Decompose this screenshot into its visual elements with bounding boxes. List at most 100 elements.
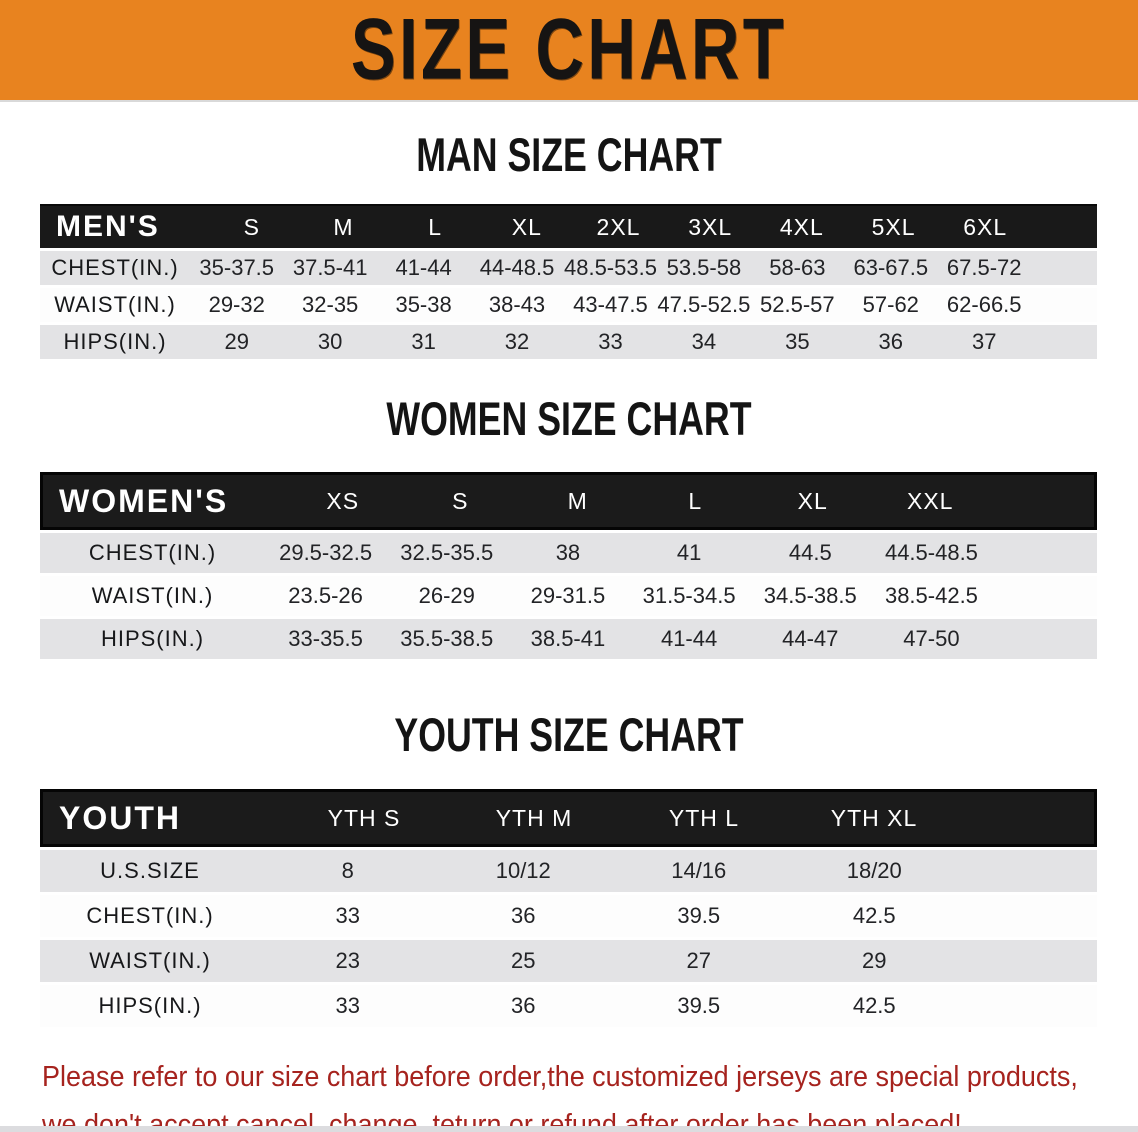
- youth-measurement-value: 33: [335, 903, 360, 928]
- women-measurement-value: 33-35.5: [288, 626, 363, 651]
- women-section-heading: WOMEN SIZE CHART: [386, 392, 752, 445]
- men-measurement-value: 35-37.5: [199, 255, 275, 280]
- men-measurement-value: 62-66.5: [946, 292, 1022, 317]
- men-measurement-value: 44-48.5: [479, 255, 555, 280]
- youth-measurement-value: 42.5: [852, 903, 896, 928]
- women-measurement-value: 44.5-48.5: [884, 540, 978, 565]
- men-measurement-value: 36: [878, 329, 904, 354]
- banner: SIZE CHART: [0, 0, 1138, 102]
- youth-measurement-value: 36: [511, 903, 536, 928]
- youth-measurement-value: 29: [862, 948, 887, 973]
- youth-measurement-value: 8: [341, 858, 354, 883]
- women-measurement-value: 47-50: [903, 626, 960, 651]
- youth-row-label: HIPS(IN.): [98, 993, 202, 1018]
- women-measurement-value: 26-29: [418, 583, 475, 608]
- women-table-header-row: WOMEN'S XS S M L XL XXL: [40, 472, 1097, 530]
- women-size-column-header: XS: [326, 487, 360, 514]
- women-measurement-value: 38.5-42.5: [884, 583, 978, 608]
- men-measurement-value: 52.5-57: [760, 292, 835, 317]
- men-measurement-value: 33: [598, 329, 623, 354]
- youth-measurement-value: 25: [511, 948, 536, 973]
- men-measurement-value: 53.5-58: [666, 255, 742, 280]
- youth-table-header-row: YOUTH YTH S YTH M YTH L YTH XL: [40, 789, 1097, 847]
- men-measurement-value: 67.5-72: [946, 255, 1022, 280]
- banner-title: SIZE CHART: [350, 1, 788, 98]
- men-measurement-value: 29-32: [208, 292, 265, 317]
- women-size-table: WOMEN'S XS S M L XL XXL CHEST(IN.) 29.5-32.5 32.5…: [40, 472, 1097, 659]
- men-row-label: WAIST(IN.): [54, 292, 176, 317]
- men-table-title: MEN'S: [56, 210, 160, 243]
- men-size-column-header: 6XL: [963, 213, 1008, 240]
- youth-row-label: U.S.SIZE: [100, 858, 200, 883]
- youth-size-column-header: YTH L: [668, 804, 740, 831]
- women-size-column-header: M: [567, 487, 588, 514]
- women-table-row: HIPS(IN.) 33-35.5 35.5-38.5 38.5-41 41-44 44-…: [40, 619, 1097, 659]
- men-measurement-value: 57-62: [862, 292, 919, 317]
- men-row-label: HIPS(IN.): [63, 329, 167, 354]
- men-measurement-value: 43-47.5: [573, 292, 648, 317]
- women-measurement-value: 44-47: [782, 626, 839, 651]
- youth-measurement-value: 18/20: [846, 858, 902, 883]
- women-measurement-value: 32.5-35.5: [400, 540, 494, 565]
- men-measurement-value: 31: [411, 329, 436, 354]
- men-size-column-header: S: [243, 213, 260, 240]
- men-measurement-value: 38-43: [488, 292, 546, 317]
- men-measurement-value: 34: [691, 329, 717, 354]
- women-measurement-value: 23.5-26: [288, 583, 363, 608]
- men-table-header-row: MEN'S S M L XL 2XL 3XL 4XL 5XL 6XL: [40, 204, 1097, 248]
- youth-measurement-value: 36: [511, 993, 536, 1018]
- women-row-label: CHEST(IN.): [88, 540, 217, 565]
- men-table-row: CHEST(IN.) 35-37.5 37.5-41 41-44 44-48.5 48.5…: [40, 251, 1097, 285]
- youth-table-row: U.S.SIZE 8 10/12 14/16 18/20: [40, 850, 1097, 892]
- youth-measurement-value: 23: [335, 948, 360, 973]
- image-bottom-edge: [0, 1126, 1138, 1132]
- women-measurement-value: 29.5-32.5: [279, 540, 373, 565]
- women-table-title: WOMEN'S: [59, 482, 229, 519]
- women-measurement-value: 41-44: [660, 626, 718, 651]
- youth-size-table: YOUTH YTH S YTH M YTH L YTH XL U.S.SIZE 8 10/12…: [40, 789, 1097, 1027]
- youth-measurement-value: 33: [335, 993, 360, 1018]
- men-size-column-header: 3XL: [688, 213, 733, 240]
- men-size-column-header: 2XL: [596, 213, 641, 240]
- women-row-label: WAIST(IN.): [91, 583, 214, 608]
- women-measurement-value: 34.5-38.5: [763, 583, 857, 608]
- men-measurement-value: 47.5-52.5: [657, 292, 751, 317]
- men-measurement-value: 32: [504, 329, 530, 354]
- men-row-label: CHEST(IN.): [51, 255, 179, 280]
- men-size-column-header: XL: [511, 213, 542, 240]
- men-size-column-header: M: [333, 213, 354, 240]
- youth-row-label: CHEST(IN.): [86, 903, 214, 928]
- youth-size-column-header: YTH M: [495, 804, 573, 831]
- women-size-column-header: L: [688, 487, 703, 514]
- youth-table-row: CHEST(IN.) 33 36 39.5 42.5: [40, 895, 1097, 937]
- youth-section-heading: YOUTH SIZE CHART: [394, 708, 744, 761]
- women-measurement-value: 38.5-41: [530, 626, 606, 651]
- men-size-column-header: L: [428, 213, 443, 240]
- women-measurement-value: 38: [555, 540, 581, 565]
- men-measurement-value: 32-35: [302, 292, 359, 317]
- women-table-row: WAIST(IN.) 23.5-26 26-29 29-31.5 31.5-34.5 34…: [40, 576, 1097, 616]
- disclaimer-line-1: Please refer to our size chart before or…: [42, 1061, 1078, 1093]
- men-size-column-header: 4XL: [779, 213, 824, 240]
- men-table-row: WAIST(IN.) 29-32 32-35 35-38 38-43 43-47.5 47.…: [40, 288, 1097, 322]
- women-measurement-value: 29-31.5: [530, 583, 606, 608]
- men-measurement-value: 30: [317, 329, 343, 354]
- women-size-column-header: XXL: [907, 487, 954, 514]
- youth-size-column-header: YTH S: [327, 804, 401, 831]
- men-measurement-value: 29: [224, 329, 249, 354]
- women-measurement-value: 41: [676, 540, 702, 565]
- men-measurement-value: 41-44: [395, 255, 452, 280]
- women-size-column-header: S: [452, 487, 469, 514]
- men-size-table: MEN'S S M L XL 2XL 3XL 4XL 5XL 6XL CHEST(IN.) 35-37…: [40, 204, 1097, 359]
- men-measurement-value: 37: [971, 329, 997, 354]
- youth-table-title: YOUTH: [59, 799, 181, 836]
- men-section-heading: MAN SIZE CHART: [416, 128, 722, 181]
- men-measurement-value: 37.5-41: [292, 255, 368, 280]
- youth-measurement-value: 27: [686, 948, 711, 973]
- youth-measurement-value: 10/12: [495, 858, 551, 883]
- youth-row-label: WAIST(IN.): [89, 948, 211, 973]
- men-measurement-value: 35: [785, 329, 810, 354]
- youth-measurement-value: 39.5: [677, 993, 721, 1018]
- men-size-column-header: 5XL: [871, 213, 916, 240]
